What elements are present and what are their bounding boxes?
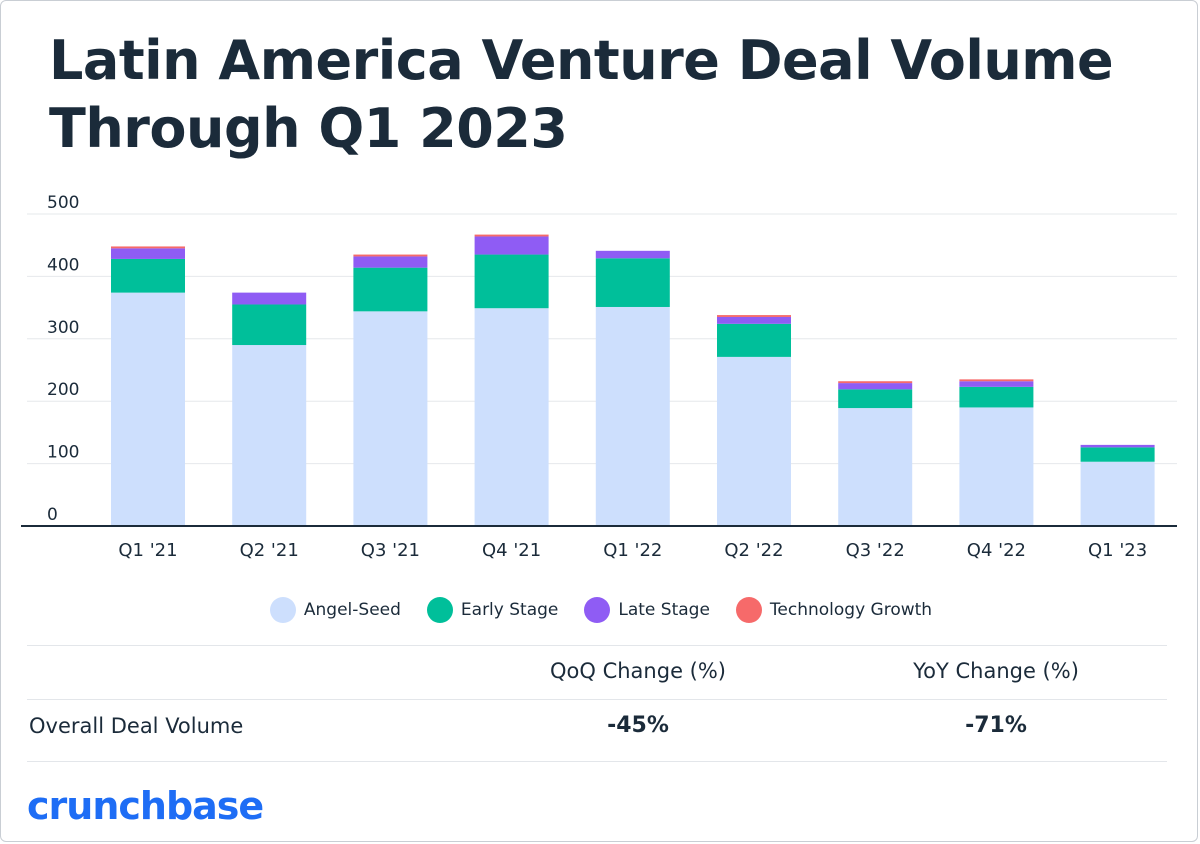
bar-segment-angel-seed [474, 308, 549, 526]
bar-segment-early-stage [353, 267, 428, 312]
y-tick-label: 0 [47, 505, 58, 525]
bar-segment-late-stage [474, 236, 549, 255]
legend: Angel-Seed Early Stage Late Stage Techno… [1, 597, 1200, 623]
bar-segment-early-stage [232, 304, 307, 346]
bar-segment-angel-seed [595, 306, 670, 526]
bar-segment-late-stage [232, 292, 307, 305]
x-axis-ticks: Q1 '21 Q2 '21 Q3 '21 Q4 '21 Q1 '22 Q2 '22 Q3 '… [118, 540, 1147, 561]
table-divider [27, 645, 1167, 646]
bar-segment-angel-seed [111, 292, 185, 526]
y-tick-label: 400 [47, 255, 79, 275]
bar-segment-technology-growth [474, 234, 549, 237]
x-tick-label: Q1 '23 [1088, 540, 1147, 561]
y-tick-label: 500 [47, 193, 79, 213]
bar-segment-technology-growth [353, 254, 428, 257]
legend-swatch [584, 597, 611, 623]
qoq-value: -45% [607, 713, 669, 738]
legend-label: Angel-Seed [303, 600, 401, 620]
bars [111, 234, 1155, 526]
y-tick-label: 300 [47, 318, 79, 338]
table-divider [27, 699, 1167, 700]
legend-label: Technology Growth [769, 600, 933, 620]
crunchbase-logo: crunchbase [27, 784, 264, 828]
x-tick-label: Q3 '21 [361, 540, 420, 561]
bar-segment-early-stage [111, 258, 185, 293]
bar-segment-early-stage [717, 323, 791, 357]
legend-label: Late Stage [618, 600, 710, 620]
yoy-value: -71% [965, 713, 1027, 738]
legend-swatch [426, 597, 453, 623]
x-tick-label: Q4 '22 [967, 540, 1026, 561]
table-header-qoq: QoQ Change (%) [550, 659, 726, 683]
bar-segment-angel-seed [717, 356, 791, 526]
bar-segment-late-stage [595, 250, 670, 259]
x-tick-label: Q2 '22 [724, 540, 783, 561]
bar-segment-late-stage [959, 381, 1034, 387]
legend-item-angel-seed: Angel-Seed [269, 597, 401, 623]
legend-item-late-stage: Late Stage [584, 597, 710, 623]
bar-segment-angel-seed [232, 345, 307, 526]
bar-segment-late-stage [111, 248, 185, 259]
chart-title: Latin America Venture Deal Volume Throug… [49, 27, 1149, 163]
legend-swatch [735, 597, 762, 623]
bar-segment-late-stage [838, 383, 913, 390]
chart-title-line-1: Latin America Venture Deal Volume [49, 29, 1114, 92]
bar-segment-early-stage [595, 258, 670, 307]
bar-segment-technology-growth [717, 315, 791, 317]
bar-segment-angel-seed [838, 408, 913, 526]
x-tick-label: Q2 '21 [240, 540, 299, 561]
bar-segment-early-stage [959, 386, 1034, 408]
y-tick-label: 100 [47, 443, 79, 463]
y-tick-label: 200 [47, 380, 79, 400]
bar-segment-early-stage [1080, 447, 1155, 462]
bar-segment-late-stage [1080, 444, 1155, 448]
x-tick-label: Q3 '22 [846, 540, 905, 561]
table-row-label: Overall Deal Volume [29, 714, 244, 738]
bar-segment-early-stage [474, 254, 549, 309]
legend-item-technology-growth: Technology Growth [735, 597, 933, 623]
bar-segment-angel-seed [959, 407, 1034, 526]
x-tick-label: Q4 '21 [482, 540, 541, 561]
y-axis-ticks: 0 100 200 300 400 500 [47, 193, 79, 525]
bar-segment-early-stage [838, 389, 913, 409]
x-tick-label: Q1 '21 [118, 540, 177, 561]
bar-segment-technology-growth [838, 381, 913, 384]
chart-title-line-2: Through Q1 2023 [49, 97, 568, 160]
legend-swatch [269, 597, 296, 623]
bar-segment-technology-growth [111, 246, 185, 249]
bar-segment-angel-seed [353, 311, 428, 526]
table-header-yoy: YoY Change (%) [913, 659, 1079, 683]
legend-label: Early Stage [460, 600, 559, 620]
stacked-bar-chart: 0 100 200 300 400 500 Q1 '21 Q2 '21 Q3 '21 Q4 '2… [21, 193, 1177, 561]
table-divider [27, 761, 1167, 762]
bar-segment-angel-seed [1080, 461, 1155, 526]
bar-segment-late-stage [353, 256, 428, 268]
x-tick-label: Q1 '22 [603, 540, 662, 561]
legend-item-early-stage: Early Stage [426, 597, 559, 623]
bar-segment-technology-growth [959, 379, 1034, 382]
bar-segment-late-stage [717, 316, 791, 324]
